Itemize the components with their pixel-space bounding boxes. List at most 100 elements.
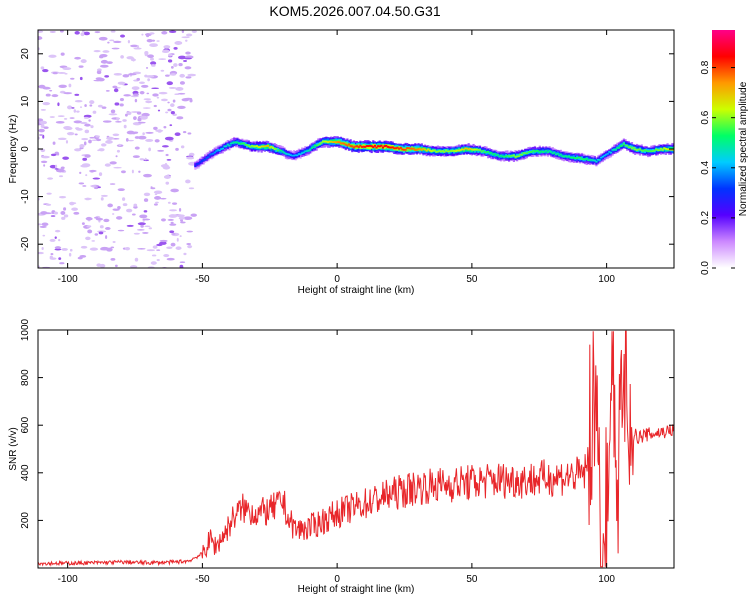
ridge-cell bbox=[383, 145, 386, 150]
ridge-cell bbox=[640, 149, 643, 152]
noise-blob bbox=[136, 229, 145, 231]
noise-blob bbox=[150, 261, 157, 265]
noise-blob bbox=[168, 86, 177, 89]
noise-blob bbox=[110, 30, 116, 33]
noise-blob bbox=[174, 132, 181, 136]
snr-y-label: SNR (v/v) bbox=[8, 427, 19, 470]
x-tick-label: 0 bbox=[334, 574, 340, 585]
noise-blob bbox=[107, 203, 113, 208]
ridge-cell bbox=[583, 158, 587, 161]
ridge-cell bbox=[346, 144, 349, 147]
noise-blob bbox=[115, 264, 118, 268]
ridge-cell bbox=[370, 145, 373, 148]
ridge-cell bbox=[313, 144, 317, 147]
noise-blob bbox=[39, 120, 48, 125]
ridge-cell bbox=[343, 142, 346, 145]
noise-blob bbox=[156, 40, 160, 42]
noise-blob bbox=[116, 117, 120, 121]
figure-title: KOM5.2026.007.04.50.G31 bbox=[269, 3, 440, 19]
ridge-cell bbox=[658, 149, 661, 152]
noise-blob bbox=[176, 214, 185, 218]
noise-blob bbox=[136, 45, 139, 49]
noise-blob bbox=[69, 117, 75, 119]
noise-blob bbox=[73, 211, 80, 215]
noise-blob bbox=[109, 183, 116, 185]
noise-blob bbox=[164, 136, 174, 141]
noise-blob bbox=[61, 247, 68, 251]
ridge-cell bbox=[506, 155, 509, 159]
ridge-cell bbox=[207, 154, 210, 158]
noise-blob bbox=[185, 179, 191, 184]
noise-blob bbox=[98, 36, 108, 41]
ridge-cell bbox=[503, 155, 506, 158]
y-tick-label: 200 bbox=[20, 512, 31, 529]
noise-blob bbox=[62, 156, 70, 160]
noise-blob bbox=[142, 231, 149, 234]
ridge-cell bbox=[315, 142, 318, 147]
ridge-cell bbox=[666, 148, 669, 151]
ridge-cell bbox=[630, 147, 634, 150]
noise-blob bbox=[71, 107, 75, 109]
noise-blob bbox=[73, 109, 77, 113]
x-tick-label: 50 bbox=[466, 574, 478, 585]
noise-blob bbox=[162, 145, 169, 148]
noise-blob bbox=[59, 262, 65, 265]
noise-blob bbox=[167, 108, 172, 112]
colorbar-tick-label: 0.2 bbox=[700, 211, 711, 225]
ridge-cell bbox=[453, 150, 456, 154]
noise-blob bbox=[50, 215, 56, 217]
noise-blob bbox=[78, 182, 85, 185]
ridge-cell bbox=[428, 149, 431, 152]
noise-blob bbox=[131, 86, 140, 91]
noise-blob bbox=[39, 134, 43, 137]
noise-blob bbox=[40, 211, 48, 215]
ridge-cell bbox=[359, 144, 362, 147]
noise-blob bbox=[57, 71, 66, 74]
noise-blob bbox=[96, 70, 102, 75]
noise-blob bbox=[112, 213, 115, 215]
ridge-cell bbox=[365, 145, 368, 147]
ridge-cell bbox=[292, 154, 296, 157]
ridge-cell bbox=[242, 142, 246, 145]
ridge-cell bbox=[359, 145, 362, 149]
noise-blob bbox=[46, 192, 52, 195]
ridge-cell bbox=[241, 142, 244, 145]
ridge-cell bbox=[507, 155, 511, 158]
noise-blob bbox=[112, 133, 120, 137]
ridge-cell bbox=[558, 154, 561, 157]
ridge-cell bbox=[551, 150, 554, 155]
noise-blob bbox=[134, 98, 138, 103]
noise-blob bbox=[149, 32, 155, 35]
ridge-cell bbox=[356, 145, 359, 148]
ridge-cell bbox=[444, 149, 448, 152]
noise-blob bbox=[132, 93, 139, 96]
ridge-cell bbox=[537, 150, 540, 152]
noise-blob bbox=[161, 31, 168, 35]
ridge-cell bbox=[443, 151, 446, 153]
ridge-cell bbox=[294, 154, 297, 156]
noise-blob bbox=[119, 98, 124, 102]
ridge-cell bbox=[250, 145, 254, 149]
ridge-cell bbox=[194, 165, 197, 167]
ridge-cell bbox=[653, 149, 656, 152]
ridge-cell bbox=[532, 149, 535, 152]
noise-blob bbox=[69, 248, 73, 252]
ridge-cell bbox=[478, 149, 482, 151]
noise-blob bbox=[65, 140, 69, 144]
noise-blob bbox=[117, 188, 125, 192]
noise-blob bbox=[87, 229, 93, 234]
noise-blob bbox=[89, 104, 93, 107]
ridge-cell bbox=[410, 147, 414, 150]
ridge-cell bbox=[229, 142, 233, 145]
noise-blob bbox=[113, 166, 122, 169]
ridge-cell bbox=[414, 148, 417, 151]
noise-blob bbox=[68, 252, 72, 257]
ridge-cell bbox=[449, 150, 452, 152]
ridge-cell bbox=[404, 148, 407, 151]
noise-blob bbox=[76, 110, 80, 113]
noise-blob bbox=[125, 138, 129, 142]
ridge-cell bbox=[501, 155, 504, 158]
ridge-cell bbox=[512, 154, 516, 157]
noise-blob bbox=[92, 110, 97, 114]
ridge-cell bbox=[436, 150, 440, 153]
